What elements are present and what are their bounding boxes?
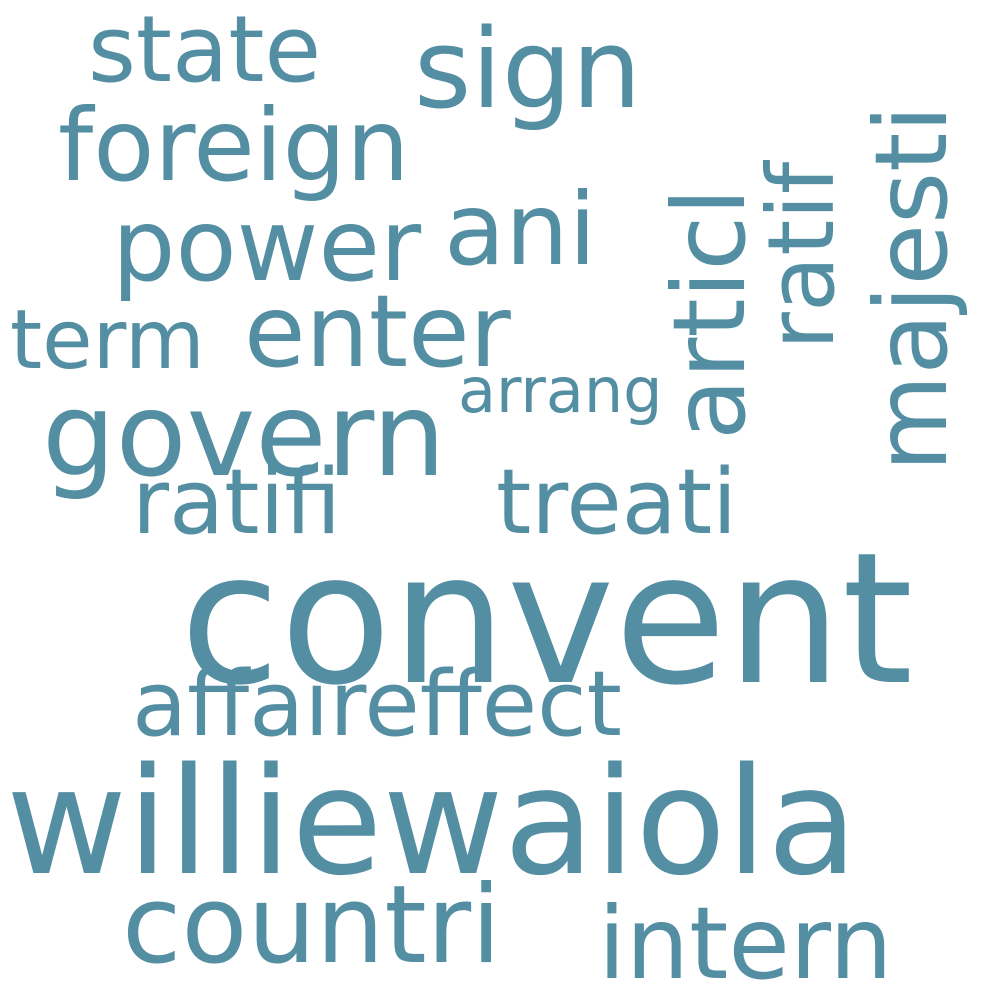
word-ratifi: ratifi (132, 450, 342, 555)
word-state: state (88, 0, 322, 103)
word-term: term (10, 293, 205, 388)
word-affaireffect: affaireffect (132, 652, 622, 757)
word-arrang: arrang (458, 354, 663, 427)
word-countri: countri (122, 863, 502, 988)
word-govern: govern (42, 368, 446, 503)
word-majesti: majesti (853, 104, 970, 472)
word-convent: convent (180, 513, 914, 725)
word-ratif: ratif (748, 161, 855, 350)
word-power: power (112, 187, 422, 304)
word-treati: treati (496, 450, 738, 555)
word-intern: intern (598, 885, 893, 1000)
word-sign: sign (414, 5, 642, 133)
word-ani: ani (444, 171, 597, 288)
word-williewaiola: williewaiola (6, 736, 858, 908)
word-foreign: foreign (58, 87, 410, 204)
word-articl: articl (651, 187, 768, 440)
word-enter: enter (244, 273, 511, 390)
